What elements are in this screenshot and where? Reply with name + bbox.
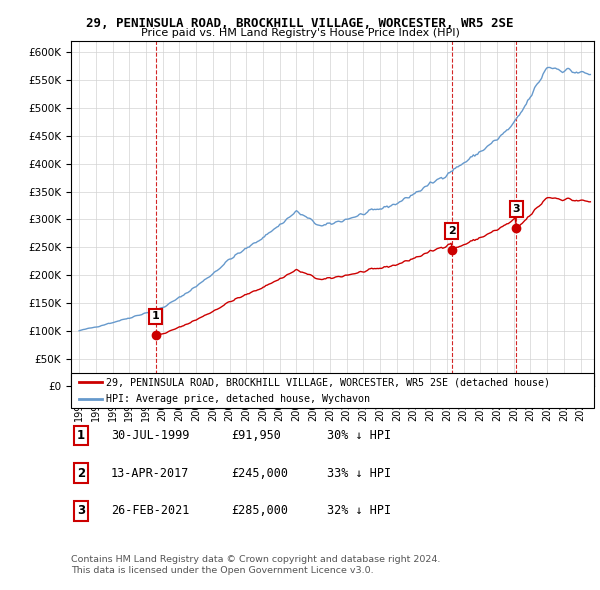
Text: 32% ↓ HPI: 32% ↓ HPI [327,504,391,517]
Text: Contains HM Land Registry data © Crown copyright and database right 2024.: Contains HM Land Registry data © Crown c… [71,555,440,563]
Text: 30% ↓ HPI: 30% ↓ HPI [327,429,391,442]
Text: 2: 2 [77,467,85,480]
Text: £285,000: £285,000 [231,504,288,517]
Text: £91,950: £91,950 [231,429,281,442]
Text: 3: 3 [77,504,85,517]
Text: 29, PENINSULA ROAD, BROCKHILL VILLAGE, WORCESTER, WR5 2SE: 29, PENINSULA ROAD, BROCKHILL VILLAGE, W… [86,17,514,30]
Text: 2: 2 [448,226,455,236]
Text: 26-FEB-2021: 26-FEB-2021 [111,504,190,517]
Text: 1: 1 [152,312,160,322]
Text: £245,000: £245,000 [231,467,288,480]
Text: This data is licensed under the Open Government Licence v3.0.: This data is licensed under the Open Gov… [71,566,373,575]
Text: 3: 3 [512,204,520,214]
Text: Price paid vs. HM Land Registry's House Price Index (HPI): Price paid vs. HM Land Registry's House … [140,28,460,38]
Text: 33% ↓ HPI: 33% ↓ HPI [327,467,391,480]
Text: 1: 1 [77,429,85,442]
Text: 30-JUL-1999: 30-JUL-1999 [111,429,190,442]
Text: HPI: Average price, detached house, Wychavon: HPI: Average price, detached house, Wych… [106,394,370,404]
FancyBboxPatch shape [71,373,594,408]
Text: 13-APR-2017: 13-APR-2017 [111,467,190,480]
Text: 29, PENINSULA ROAD, BROCKHILL VILLAGE, WORCESTER, WR5 2SE (detached house): 29, PENINSULA ROAD, BROCKHILL VILLAGE, W… [106,377,550,387]
